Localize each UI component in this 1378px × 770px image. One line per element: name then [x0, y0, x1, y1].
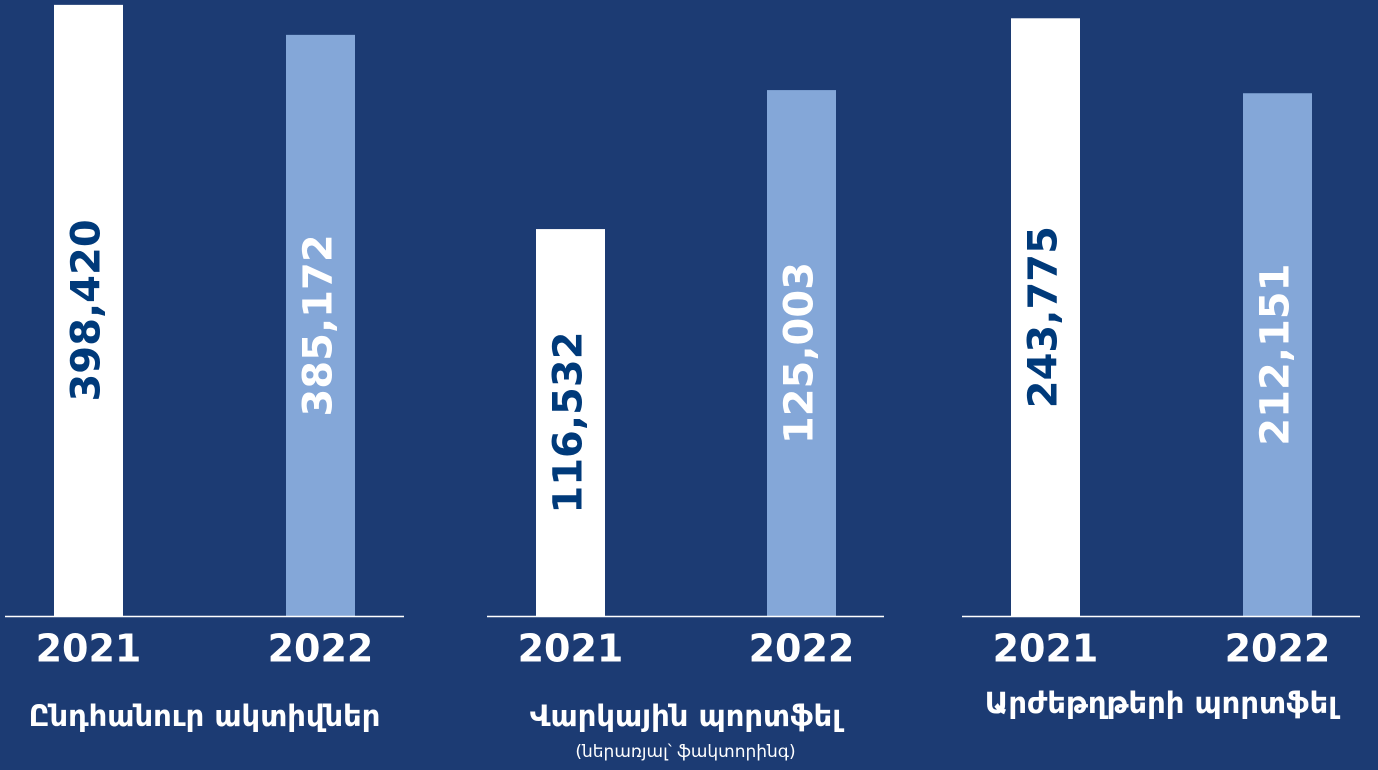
x-tick-label: 2022: [1225, 627, 1331, 671]
x-tick-label: 2021: [518, 627, 624, 671]
value-label: 385,172: [296, 234, 342, 416]
bar: [1011, 18, 1080, 617]
bar: [536, 229, 605, 616]
value-label: 125,003: [777, 262, 823, 444]
value-label: 398,420: [64, 219, 110, 401]
x-tick-label: 2021: [993, 627, 1099, 671]
bar: [1243, 93, 1312, 617]
x-tick-label: 2022: [268, 627, 374, 671]
x-tick-label: 2021: [36, 627, 142, 671]
bar: [767, 90, 836, 616]
bar: [54, 4, 123, 616]
value-label: 116,532: [546, 331, 592, 513]
value-label: 243,775: [1021, 226, 1067, 408]
chart-title: Ընդհանուր ակտիվներ: [29, 699, 381, 733]
chart-title: Վարկային պորտֆել: [530, 699, 845, 733]
chart-title: Արժեթղթերի պորտֆել: [985, 686, 1340, 720]
bar: [286, 34, 355, 617]
x-tick-label: 2022: [749, 627, 855, 671]
chart-subtitle: (ներառյալ՝ ֆակտորինգ): [575, 742, 795, 762]
value-label: 212,151: [1253, 264, 1299, 446]
